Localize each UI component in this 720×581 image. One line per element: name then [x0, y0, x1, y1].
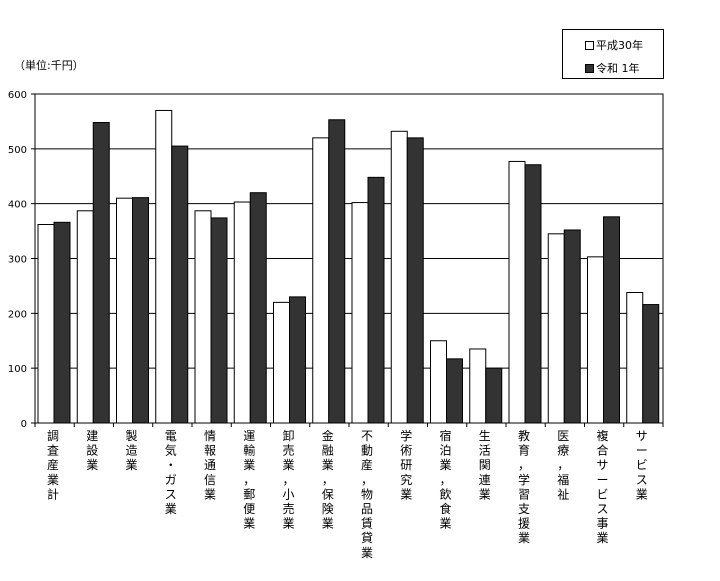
y-tick-label: 600: [8, 90, 27, 101]
y-tick-label: 500: [8, 145, 27, 156]
legend-swatch-series-1: [585, 40, 594, 50]
bar-series-2: [406, 137, 424, 424]
bar-series-1: [76, 210, 94, 424]
bar-series-1: [508, 160, 526, 424]
bar-series-2: [289, 296, 306, 424]
unit-label: （単位:千円）: [14, 59, 84, 72]
legend-item-series-1: 平成30年: [585, 37, 643, 53]
x-tick-label: 医療，福祉: [557, 429, 569, 501]
bar-series-2: [132, 197, 149, 424]
bar-series-2: [171, 145, 189, 424]
x-tick-label: 建設業: [86, 429, 98, 472]
x-tick-label: 金融業，保険業: [322, 428, 334, 531]
x-tick-label: 電気・ガス業: [165, 429, 177, 516]
bar-series-1: [626, 291, 644, 424]
bar-series-1: [351, 202, 369, 424]
x-tick-label: 卸売業，小売業: [283, 428, 295, 531]
x-tick-label: 情報通信業: [204, 429, 216, 501]
bar-series-2: [53, 221, 71, 424]
x-tick-label: サービス業: [636, 429, 648, 501]
bar-series-1: [116, 197, 133, 424]
x-tick-label: 製造業: [126, 429, 138, 472]
bar-series-1: [194, 210, 212, 424]
x-tick-label: 宿泊業，飲食業: [440, 428, 452, 531]
bar-series-2: [603, 216, 620, 424]
x-tick-label: 不動産，物品賃貸業: [361, 429, 373, 560]
legend-label-series-2: 令和 1年: [596, 62, 640, 75]
bar-series-2: [367, 176, 385, 424]
bar-series-2: [249, 192, 267, 424]
bar-series-1: [469, 348, 487, 424]
bar-series-1: [390, 130, 408, 424]
bar-series-1: [587, 256, 604, 424]
bar-series-1: [273, 301, 290, 424]
bar-series-1: [547, 233, 565, 424]
bar-series-1: [37, 224, 55, 424]
bar-series-2: [485, 367, 503, 424]
bar-series-2: [524, 164, 542, 424]
y-tick-label: 100: [8, 364, 27, 375]
bar-series-2: [210, 217, 228, 424]
legend-swatch-series-2: [585, 63, 594, 73]
y-tick-label: 0: [21, 419, 27, 430]
y-tick-label: 400: [8, 200, 27, 211]
x-tick-label: 学術研究業: [400, 428, 412, 501]
y-tick-label: 200: [8, 309, 27, 320]
bar-series-1: [312, 137, 330, 424]
bar-series-1: [430, 340, 447, 424]
y-tick-label: 300: [8, 255, 27, 266]
bar-series-2: [328, 119, 346, 424]
bar-series-1: [155, 109, 173, 424]
bar-series-2: [92, 122, 110, 424]
x-tick-label: 生活関連業: [479, 429, 491, 501]
x-tick-label: 教育，学習支援業: [518, 428, 530, 545]
legend: 平成30年 令和 1年: [562, 29, 664, 79]
bar-series-2: [642, 304, 660, 424]
x-tick-label: 複合サービス事業: [597, 428, 609, 545]
bar-series-1: [233, 201, 251, 424]
bar-series-2: [446, 358, 463, 424]
x-tick-label: 調査産業計: [47, 429, 59, 501]
legend-label-series-1: 平成30年: [596, 39, 643, 52]
bar-series-2: [563, 229, 581, 424]
x-tick-label: 運輸業，郵便業: [243, 429, 255, 531]
legend-item-series-2: 令和 1年: [585, 60, 640, 76]
